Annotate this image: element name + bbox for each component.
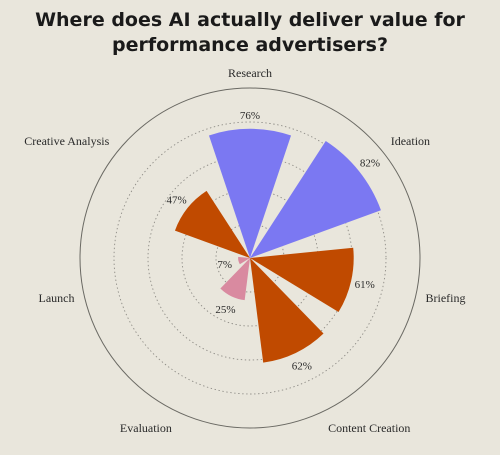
value-label-evaluation: 25% [215, 304, 235, 316]
category-label-launch: Launch [39, 291, 75, 305]
chart-title: Where does AI actually deliver value for… [0, 8, 500, 58]
value-label-creative-analysis: 47% [167, 194, 187, 206]
category-label-evaluation: Evaluation [120, 421, 172, 435]
bars [174, 128, 381, 363]
value-label-research: 76% [240, 110, 260, 122]
bar-launch [238, 256, 250, 265]
category-label-content-creation: Content Creation [328, 421, 410, 435]
labels: 76% Research 82% Ideation 61% Briefing 62% Cont… [24, 66, 465, 435]
value-label-content-creation: 62% [292, 361, 312, 373]
category-label-ideation: Ideation [391, 134, 430, 148]
bar-evaluation [220, 258, 250, 301]
value-label-ideation: 82% [360, 157, 380, 169]
outer-ring [79, 87, 421, 429]
bar-ideation [250, 140, 381, 258]
category-label-creative-analysis: Creative Analysis [24, 134, 109, 148]
bar-briefing [250, 247, 354, 312]
bar-research [208, 128, 292, 258]
value-label-launch: 7% [217, 259, 232, 271]
chart-title-line-2: performance advertisers? [111, 34, 388, 56]
bar-content-creation [250, 258, 324, 363]
value-label-briefing: 61% [355, 279, 375, 291]
chart-title-line-1: Where does AI actually deliver value for [35, 9, 465, 31]
category-label-research: Research [228, 66, 272, 80]
category-label-briefing: Briefing [425, 291, 465, 305]
grid-ring-4 [113, 121, 387, 395]
bar-creative-analysis [174, 190, 250, 258]
